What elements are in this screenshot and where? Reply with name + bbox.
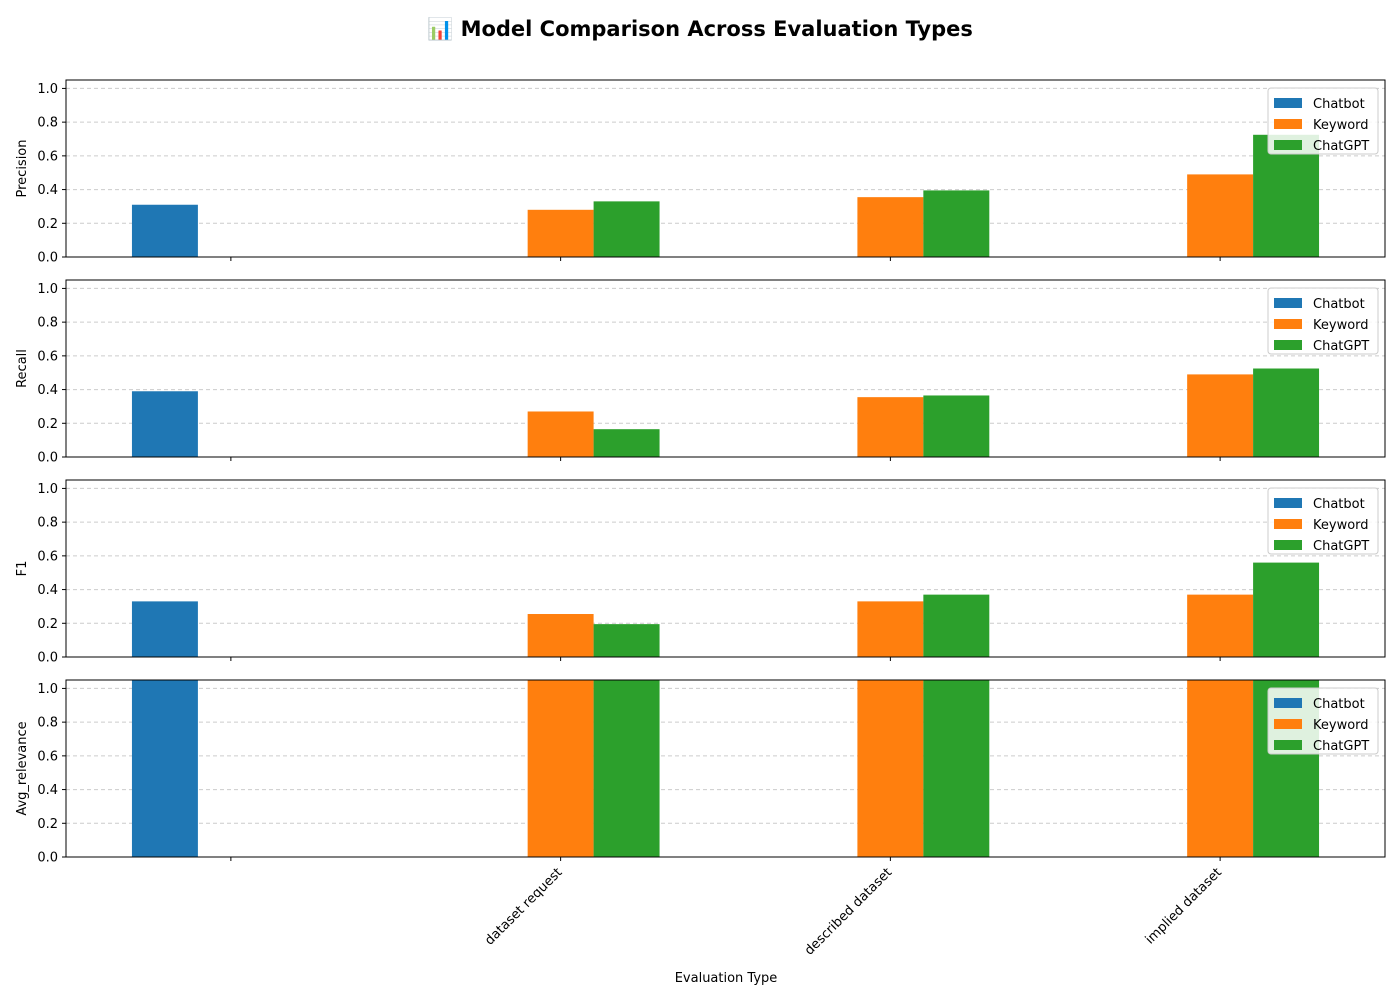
bar-keyword-described-dataset — [857, 601, 924, 657]
y-tick-label: 0.8 — [37, 316, 58, 331]
y-tick-label: 0.0 — [37, 851, 58, 866]
y-tick-label: 0.2 — [37, 817, 58, 832]
legend-swatch-chatgpt — [1274, 140, 1302, 150]
bar-chatbot-blank — [131, 391, 198, 457]
panel-avg_relevance: 0.0 0.2 0.4 0.6 0.8 1.0 Avg_relevance Chatbot Ke… — [15, 679, 1386, 959]
legend-label-chatbot: Chatbot — [1313, 497, 1365, 512]
y-tick-label: 0.6 — [37, 749, 58, 764]
bar-keyword-dataset-request — [527, 614, 594, 657]
legend-label-chatgpt: ChatGPT — [1313, 739, 1369, 754]
legend-swatch-keyword — [1274, 119, 1302, 129]
legend-label-keyword: Keyword — [1313, 518, 1369, 533]
legend-swatch-chatbot — [1274, 98, 1302, 108]
bar-chatbot-blank — [131, 204, 198, 257]
bar-chatgpt-implied-dataset — [1253, 562, 1320, 657]
bar-keyword-implied-dataset — [1187, 374, 1254, 457]
y-tick-label: 1.0 — [37, 682, 58, 697]
legend-swatch-chatgpt — [1274, 540, 1302, 550]
legend-label-chatgpt: ChatGPT — [1313, 139, 1369, 154]
bar-keyword-described-dataset — [857, 197, 924, 257]
legend-swatch-chatbot — [1274, 498, 1302, 508]
y-tick-label: 1.0 — [37, 82, 58, 97]
plot-frame — [65, 679, 1386, 858]
bar-chatgpt-implied-dataset — [1253, 134, 1320, 257]
y-tick-label: 0.4 — [37, 383, 58, 398]
bar-chatbot-blank — [131, 680, 198, 857]
x-tick-label: implied dataset — [1143, 865, 1225, 947]
chart-title: 📊 Model Comparison Across Evaluation Typ… — [427, 16, 973, 41]
bar-keyword-implied-dataset — [1187, 680, 1254, 857]
bar-keyword-dataset-request — [527, 680, 594, 857]
y-tick-label: 0.4 — [37, 183, 58, 198]
y-axis-label: F1 — [15, 561, 30, 577]
y-tick-label: 0.6 — [37, 349, 58, 364]
bar-chatgpt-dataset-request — [593, 624, 660, 657]
legend-label-chatbot: Chatbot — [1313, 97, 1365, 112]
legend-swatch-chatbot — [1274, 698, 1302, 708]
y-tick-label: 0.6 — [37, 549, 58, 564]
y-tick-label: 0.8 — [37, 716, 58, 731]
x-tick-label: dataset request — [482, 865, 565, 948]
x-tick-label: described dataset — [802, 865, 895, 958]
y-tick-label: 0.8 — [37, 116, 58, 131]
legend-label-chatbot: Chatbot — [1313, 697, 1365, 712]
bar-keyword-implied-dataset — [1187, 174, 1254, 257]
y-tick-label: 0.2 — [37, 217, 58, 232]
legend-swatch-chatgpt — [1274, 740, 1302, 750]
legend-label-keyword: Keyword — [1313, 318, 1369, 333]
bar-chatgpt-dataset-request — [593, 680, 660, 857]
y-tick-label: 0.0 — [37, 451, 58, 466]
y-tick-label: 0.0 — [37, 251, 58, 266]
legend-label-chatbot: Chatbot — [1313, 297, 1365, 312]
y-axis-label: Avg_relevance — [15, 721, 30, 815]
legend-label-keyword: Keyword — [1313, 718, 1369, 733]
bar-keyword-dataset-request — [527, 209, 594, 257]
bar-keyword-implied-dataset — [1187, 594, 1254, 657]
y-tick-label: 0.2 — [37, 417, 58, 432]
y-tick-label: 0.4 — [37, 783, 58, 798]
y-tick-label: 0.4 — [37, 583, 58, 598]
legend-label-chatgpt: ChatGPT — [1313, 539, 1369, 554]
plot-frame — [65, 479, 1386, 658]
legend-swatch-keyword — [1274, 519, 1302, 529]
legend-swatch-chatgpt — [1274, 340, 1302, 350]
chart-panels: 0.0 0.2 0.4 0.6 0.8 1.0 Precision Chatbot Keywor… — [15, 79, 1386, 959]
plot-frame — [65, 79, 1386, 258]
legend-swatch-keyword — [1274, 719, 1302, 729]
y-axis-label: Precision — [15, 139, 30, 197]
legend-swatch-keyword — [1274, 319, 1302, 329]
bar-chatbot-blank — [131, 601, 198, 657]
bar-chatgpt-dataset-request — [593, 201, 660, 257]
bar-chatgpt-described-dataset — [923, 395, 990, 457]
y-tick-label: 1.0 — [37, 482, 58, 497]
bar-chatgpt-described-dataset — [923, 680, 990, 857]
bar-keyword-dataset-request — [527, 411, 594, 457]
bar-keyword-described-dataset — [857, 680, 924, 857]
y-tick-label: 0.0 — [37, 651, 58, 666]
y-tick-label: 0.2 — [37, 617, 58, 632]
bar-chatgpt-described-dataset — [923, 594, 990, 657]
y-tick-label: 0.6 — [37, 149, 58, 164]
legend-label-chatgpt: ChatGPT — [1313, 339, 1369, 354]
bar-keyword-described-dataset — [857, 397, 924, 457]
plot-frame — [65, 279, 1386, 458]
panel-recall: 0.0 0.2 0.4 0.6 0.8 1.0 Recall Chatbot Keyword Ch… — [15, 279, 1386, 466]
y-axis-label: Recall — [15, 349, 30, 388]
bar-chatgpt-described-dataset — [923, 190, 990, 257]
x-axis-label: Evaluation Type — [675, 971, 778, 986]
legend-label-keyword: Keyword — [1313, 118, 1369, 133]
bar-chatgpt-implied-dataset — [1253, 368, 1320, 457]
legend-swatch-chatbot — [1274, 298, 1302, 308]
y-tick-label: 1.0 — [37, 282, 58, 297]
y-tick-label: 0.8 — [37, 516, 58, 531]
bar-chatgpt-dataset-request — [593, 429, 660, 457]
panel-f1: 0.0 0.2 0.4 0.6 0.8 1.0 F1 Chatbot Keyword ChatGP… — [15, 479, 1386, 666]
panel-precision: 0.0 0.2 0.4 0.6 0.8 1.0 Precision Chatbot Keywor… — [15, 79, 1386, 266]
